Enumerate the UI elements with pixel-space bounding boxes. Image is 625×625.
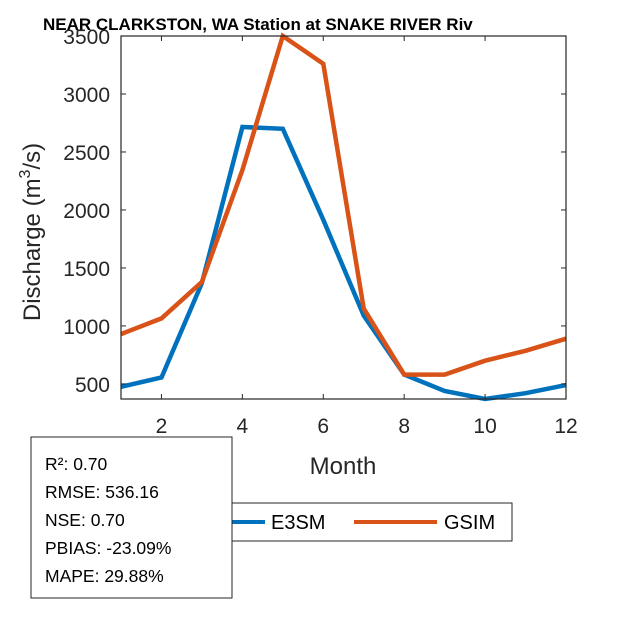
legend-label-e3sm: E3SM: [271, 512, 325, 534]
y-axis-label-main: Discharge (m: [19, 178, 46, 321]
x-tick-label: 4: [237, 415, 249, 438]
stat-r2: R²: 0.70: [45, 454, 108, 474]
x-tick-label: 10: [473, 415, 496, 438]
y-tick-label: 3000: [63, 84, 110, 107]
stats-box: [30, 436, 233, 599]
x-ticks: 2 4 6 8 10 12: [156, 36, 578, 438]
y-axis-label-tail: /s): [19, 143, 46, 170]
stats-annotation: R²: 0.70 RMSE: 536.16 NSE: 0.70 PBIAS: -…: [30, 436, 233, 599]
x-tick-label: 12: [554, 415, 577, 438]
x-tick-label: 2: [156, 415, 168, 438]
y-tick-label: 3500: [63, 26, 110, 49]
y-tick-label: 2000: [63, 200, 110, 223]
y-tick-label: 1500: [63, 258, 110, 281]
y-tick-label: 2500: [63, 142, 110, 165]
series-layer: [120, 32, 567, 402]
axes-box: [120, 35, 567, 400]
x-tick-label: 6: [317, 415, 329, 438]
y-tick-label: 500: [75, 374, 110, 397]
series-line-e3sm: [120, 124, 567, 402]
legend-label-gsim: GSIM: [444, 512, 495, 534]
series-line-gsim: [120, 32, 567, 377]
y-tick-label: 1000: [63, 316, 110, 339]
x-axis-label: Month: [310, 453, 377, 480]
y-axis-label-superscript: 3: [17, 169, 34, 178]
plot-background: [121, 36, 566, 399]
plot-area: [121, 36, 566, 399]
x-tick-label: 8: [398, 415, 410, 438]
chart-title: NEAR CLARKSTON, WA Station at SNAKE RIVE…: [43, 15, 473, 34]
stat-nse: NSE: 0.70: [45, 510, 125, 530]
stat-pbias: PBIAS: -23.09%: [45, 538, 171, 558]
axes: [120, 35, 567, 400]
stat-mape: MAPE: 29.88%: [45, 566, 164, 586]
stat-rmse: RMSE: 536.16: [45, 482, 159, 502]
y-axis-label: Discharge (m3/s): [17, 143, 46, 321]
y-ticks: 500 1000 1500 2000 2500 3000 3500: [63, 26, 566, 397]
